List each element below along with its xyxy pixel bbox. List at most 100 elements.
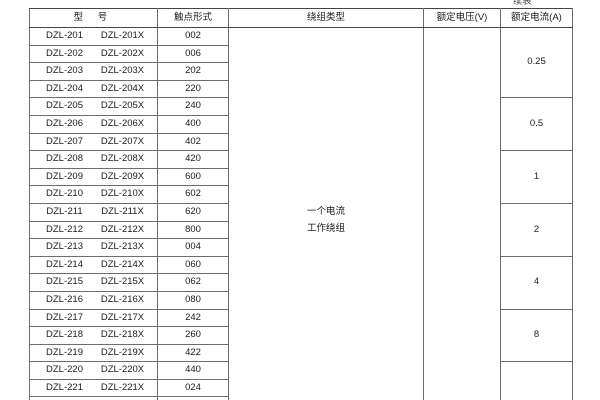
table-row: DZL-220 DZL-220X 440 (29, 361, 573, 400)
model-variant: DZL-214X (100, 258, 145, 270)
cell-contact-form: 060 (157, 255, 229, 275)
model-variant: DZL-201X (100, 30, 145, 41)
cell-model: DZL-205 DZL-205X (29, 97, 158, 116)
model-variant: DZL-217X (100, 311, 145, 323)
cell-model: DZL-207 DZL-207X (29, 132, 158, 152)
table-row: DZL-215 DZL-215X 062 (29, 273, 573, 292)
cell-model: DZL-217 DZL-217X (29, 308, 158, 328)
model-pair: DZL-203 DZL-203X (30, 63, 157, 80)
model-primary: DZL-210 (46, 188, 83, 200)
model-variant: DZL-211X (101, 205, 144, 217)
cell-contact-form: 006 (157, 44, 229, 64)
cell-model: DZL-219 DZL-219X (29, 343, 158, 363)
model-primary: DZL-202 (46, 47, 83, 59)
cell-model: DZL-211 DZL-211X (29, 202, 158, 222)
model-primary: DZL-207 (46, 135, 83, 147)
model-variant: DZL-205X (100, 100, 145, 112)
model-primary: DZL-203 (46, 65, 83, 77)
cell-contact-form: 422 (157, 343, 229, 363)
model-primary: DZL-213 (46, 241, 83, 253)
winding-type-line-1: 一个电流 (306, 206, 345, 218)
cell-contact-form: 800 (157, 220, 229, 240)
winding-type-line-2: 工作绕组 (306, 223, 345, 235)
table-header-row: 型 号 触点形式 绕组类型 额定电压(V) 额定电流(A) (29, 8, 573, 28)
cell-contact-form: 240 (157, 97, 229, 116)
continued-table-label: 续表 (513, 0, 533, 6)
model-pair: DZL-201 DZL-201X (30, 28, 157, 45)
relay-specification-table: 型 号 触点形式 绕组类型 额定电压(V) 额定电流(A) DZL-201 DZL… (29, 8, 573, 400)
model-pair: DZL-220 DZL-220X (30, 362, 157, 379)
cell-contact-form: 260 (157, 326, 229, 345)
model-primary: DZL-215 (46, 276, 83, 288)
cell-rated-current: 4 (500, 255, 573, 310)
model-primary: DZL-214 (46, 258, 83, 270)
model-pair: DZL-208 DZL-208X (30, 151, 157, 168)
cell-rated-current: 8 (500, 308, 573, 363)
column-header-model: 型 号 (29, 8, 158, 28)
model-variant: DZL-218X (100, 329, 145, 341)
cell-contact-form: 400 (157, 114, 229, 134)
model-primary: DZL-205 (46, 100, 83, 112)
model-primary: DZL-221 (46, 381, 83, 393)
cell-contact-form: 600 (157, 167, 229, 187)
model-variant: DZL-208X (100, 153, 145, 165)
cell-model: DZL-221 DZL-221X (29, 378, 158, 398)
model-pair: DZL-206 DZL-206X (30, 116, 157, 133)
cell-model: DZL-201 DZL-201X (29, 27, 158, 46)
model-pair: DZL-213 DZL-213X (30, 239, 157, 256)
model-pair: DZL-214 DZL-214X (30, 257, 157, 274)
cell-contact-form: 440 (157, 361, 229, 380)
cell-contact-form: 202 (157, 62, 229, 81)
cell-model: DZL-204 DZL-204X (29, 79, 158, 99)
table-row: DZL-210 DZL-210X 602 (29, 185, 573, 204)
cell-model: DZL-214 DZL-214X (29, 255, 158, 275)
model-variant: DZL-204X (100, 82, 145, 94)
cell-contact-form: 220 (157, 79, 229, 99)
model-pair: DZL-205 DZL-205X (30, 98, 157, 115)
model-variant: DZL-210X (100, 188, 145, 200)
cell-model: DZL-213 DZL-213X (29, 238, 158, 257)
table-row: DZL-208 DZL-208X 420 1 (29, 150, 573, 204)
table-row: DZL-207 DZL-207X 402 (29, 132, 573, 152)
table-row: DZL-203 DZL-203X 202 (29, 62, 573, 81)
cell-model: DZL-218 DZL-218X (29, 326, 158, 345)
model-primary: DZL-201 (46, 30, 83, 41)
model-variant: DZL-220X (100, 364, 145, 376)
model-primary: DZL-212 (46, 223, 83, 235)
table-row: DZL-218 DZL-218X 260 (29, 326, 573, 345)
cell-model: DZL-203 DZL-203X (29, 62, 158, 81)
model-primary: DZL-208 (46, 153, 83, 165)
cell-contact-form: 024 (157, 378, 229, 398)
model-pair: DZL-202 DZL-202X (30, 46, 157, 63)
table-row: DZL-216 DZL-216X 080 (29, 290, 573, 310)
cell-rated-current (500, 361, 573, 400)
model-primary: DZL-216 (46, 293, 83, 305)
table-row: DZL-209 DZL-209X 600 (29, 167, 573, 187)
model-pair: DZL-221 DZL-221X (30, 380, 157, 397)
column-header-rated-current: 额定电流(A) (500, 8, 573, 28)
table-body: DZL-201 DZL-201X 002 一个电流 工作绕组 0.25 DZL-202 DZL… (29, 26, 573, 400)
model-pair: DZL-204 DZL-204X (30, 81, 157, 98)
cell-model: DZL-202 DZL-202X (29, 44, 158, 64)
model-pair: DZL-216 DZL-216X (30, 292, 157, 309)
cell-model: DZL-212 DZL-212X (29, 220, 158, 240)
model-pair: DZL-215 DZL-215X (30, 274, 157, 291)
model-primary: DZL-206 (46, 117, 83, 129)
model-variant: DZL-215X (100, 276, 145, 288)
cell-contact-form: 062 (157, 273, 229, 292)
model-primary: DZL-220 (46, 364, 83, 376)
table-row: DZL-212 DZL-212X 800 (29, 220, 573, 240)
model-variant: DZL-209X (100, 170, 145, 182)
spec-table-container: 型 号 触点形式 绕组类型 额定电压(V) 额定电流(A) DZL-201 DZL… (29, 8, 573, 400)
model-variant: DZL-221X (100, 381, 145, 393)
model-variant: DZL-202X (100, 47, 145, 59)
column-header-contact-form: 触点形式 (157, 8, 229, 28)
model-pair: DZL-219 DZL-219X (30, 345, 157, 362)
model-variant: DZL-206X (100, 117, 145, 129)
cell-model: DZL-216 DZL-216X (29, 290, 158, 310)
model-variant: DZL-216X (100, 293, 145, 305)
table-row: DZL-214 DZL-214X 060 4 (29, 255, 573, 310)
table-row: DZL-219 DZL-219X 422 (29, 343, 573, 363)
model-primary: DZL-209 (46, 170, 83, 182)
